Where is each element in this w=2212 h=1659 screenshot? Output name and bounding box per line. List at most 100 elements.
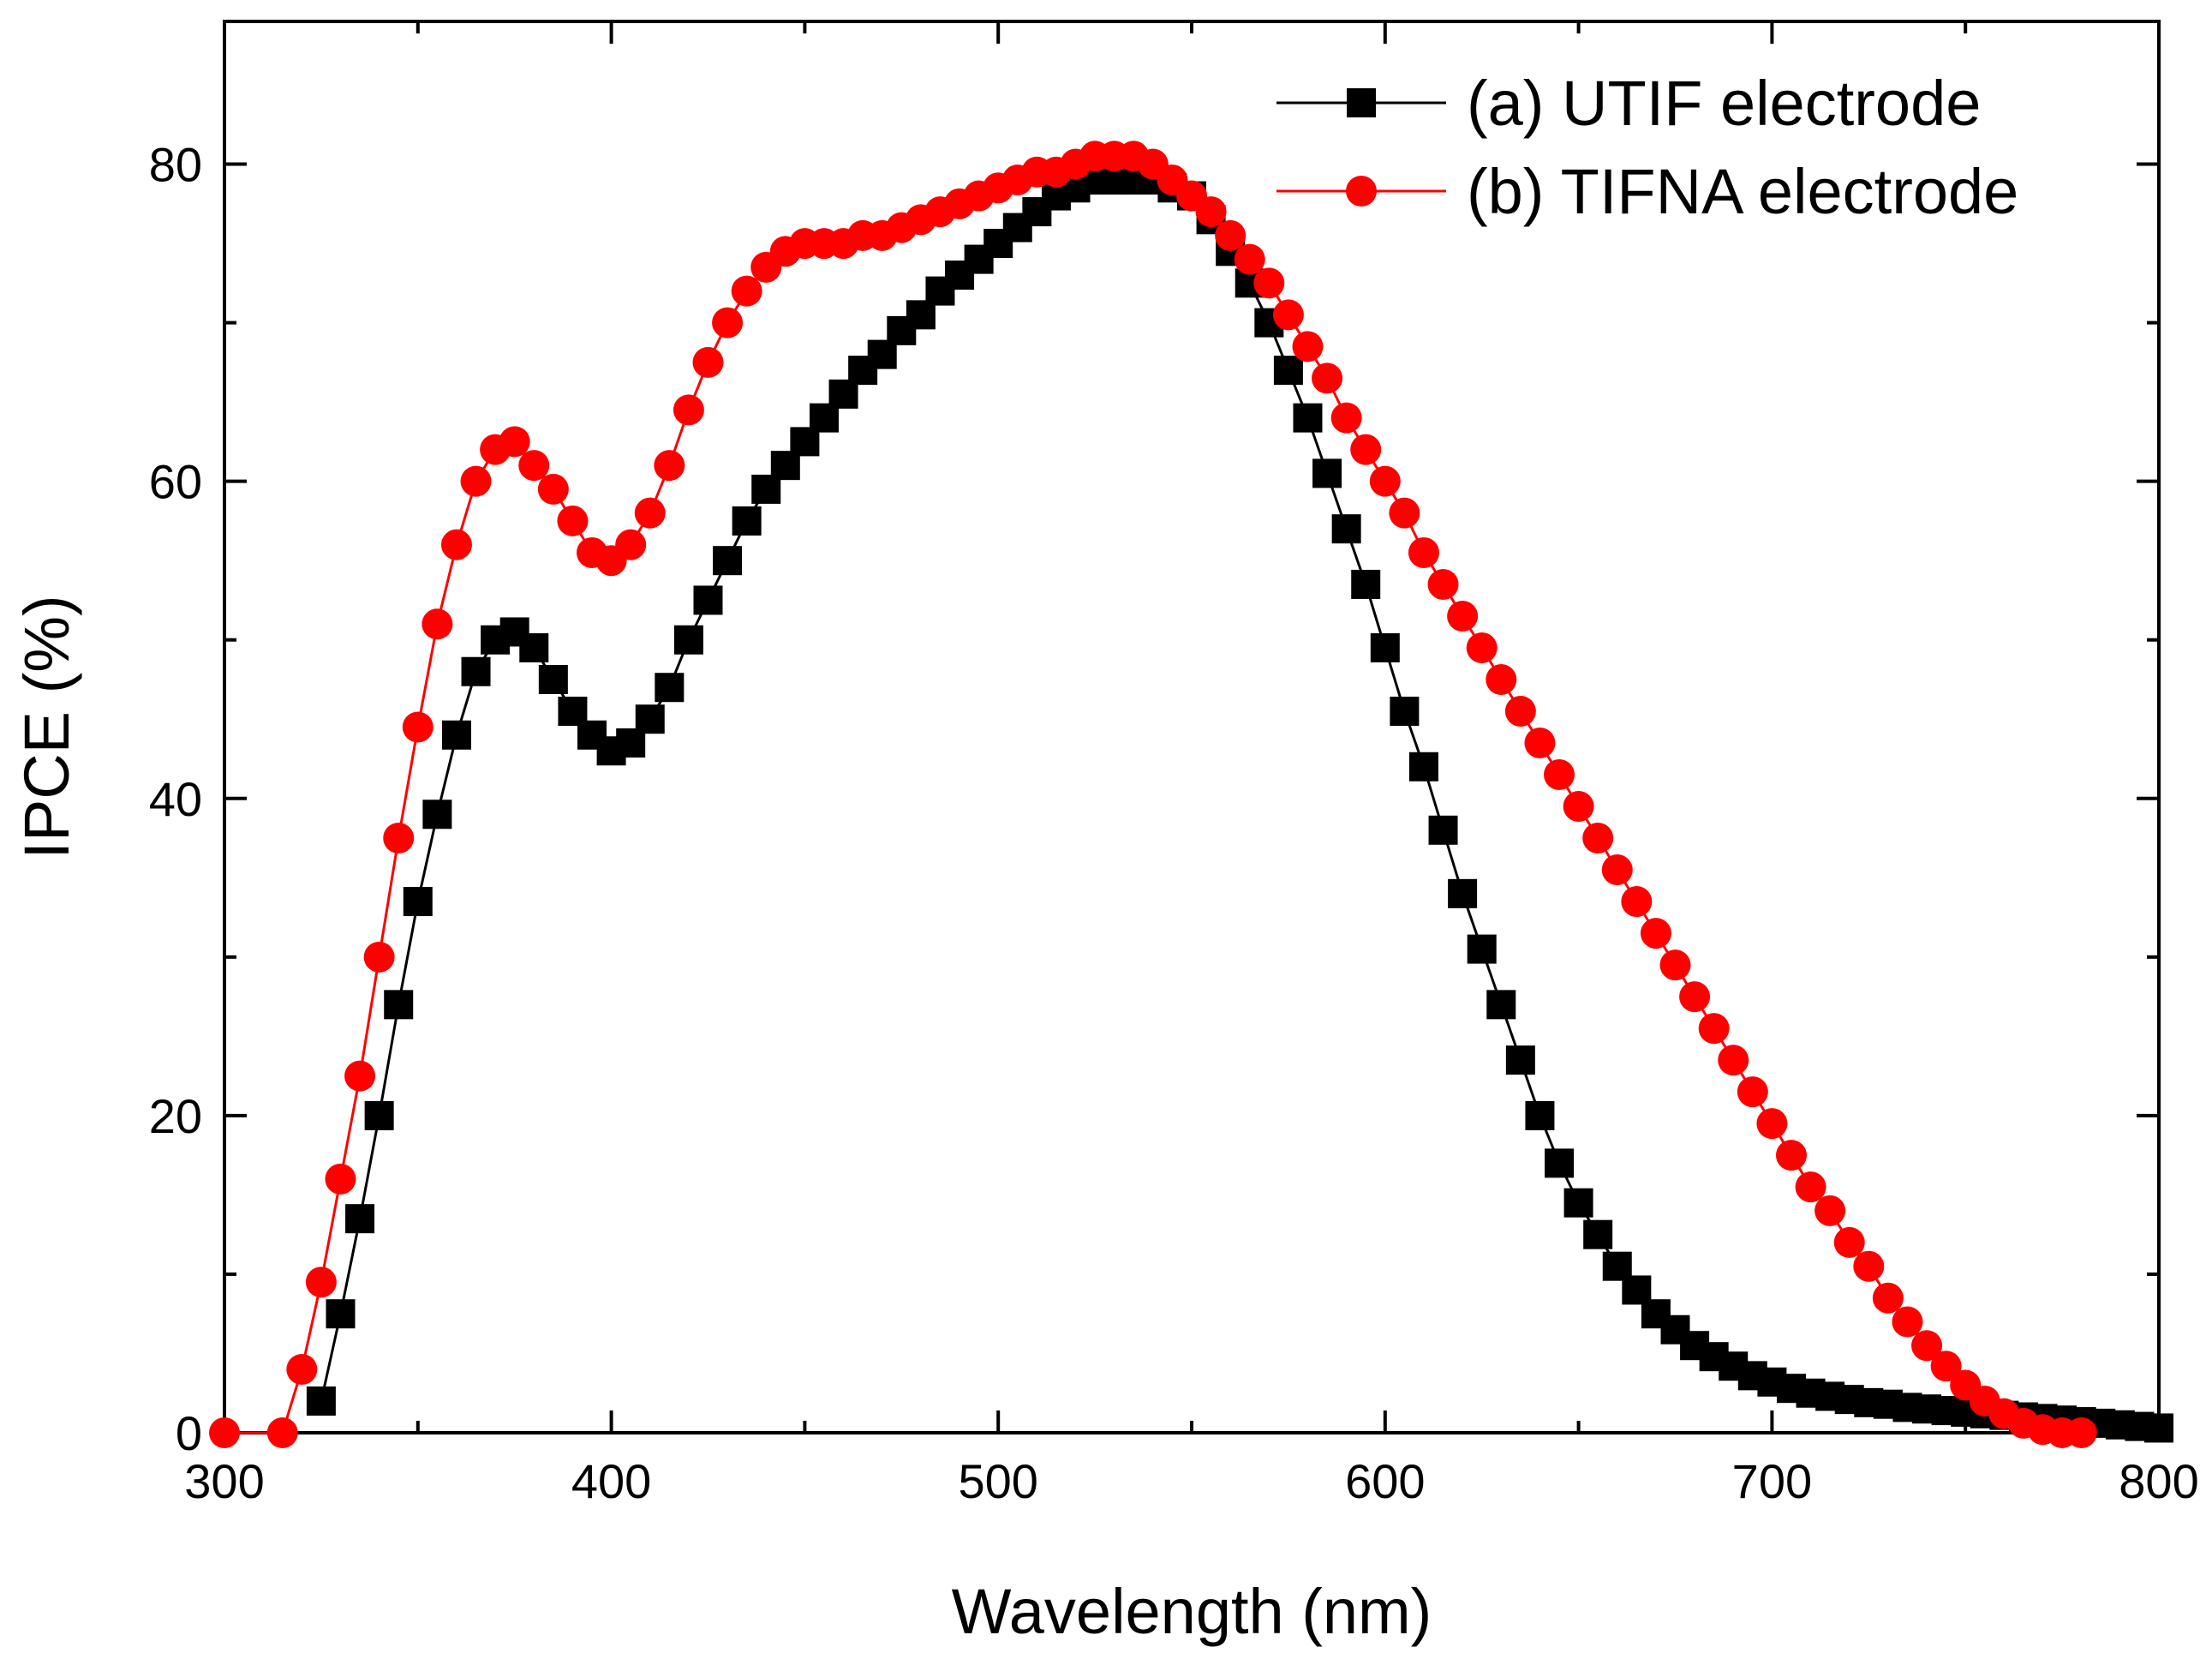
data-point [518, 450, 550, 482]
y-tick-label: 0 [176, 1406, 202, 1460]
data-point [326, 1299, 356, 1329]
y-tick-label: 40 [149, 772, 202, 826]
data-point [1369, 465, 1401, 497]
data-point [1698, 1013, 1730, 1045]
data-point [344, 1060, 376, 1092]
series-layer [209, 141, 2173, 1448]
data-point [1447, 600, 1479, 632]
series-utif [306, 165, 2173, 1443]
legend-item: (b) TIFNA electrode [1276, 156, 2018, 227]
data-point [673, 394, 704, 426]
data-point [1853, 1250, 1885, 1282]
data-point [1582, 823, 1614, 854]
data-point [519, 632, 549, 662]
data-point [537, 473, 569, 505]
legend-label: (b) TIFNA electrode [1467, 156, 2018, 227]
data-point [461, 656, 491, 686]
data-point [422, 800, 452, 830]
data-point [655, 673, 685, 703]
data-point [1756, 1108, 1788, 1140]
legend-item: (a) UTIF electrode [1276, 68, 1981, 139]
data-point [1911, 1330, 1943, 1362]
data-point [325, 1163, 356, 1195]
data-point [1331, 514, 1361, 544]
data-point [441, 720, 471, 750]
data-point [1892, 1306, 1923, 1338]
data-point [1408, 536, 1439, 568]
data-point [402, 711, 433, 743]
data-point [1718, 1045, 1749, 1076]
data-point [305, 1267, 337, 1298]
data-point [1583, 1219, 1613, 1249]
data-point [712, 307, 744, 338]
data-point [1563, 791, 1594, 823]
data-point [1428, 815, 1458, 845]
data-point [403, 887, 433, 917]
plot-frame [223, 20, 2161, 1434]
data-point [384, 990, 414, 1020]
x-tick-label: 700 [1732, 1454, 1812, 1508]
x-tick-label: 500 [958, 1454, 1037, 1508]
data-point [440, 529, 472, 560]
data-point [383, 823, 415, 854]
data-point [1330, 402, 1362, 434]
data-point [286, 1353, 318, 1385]
x-tick-label: 800 [2119, 1454, 2198, 1508]
data-point [1312, 458, 1342, 488]
data-point [1775, 1140, 1807, 1171]
data-point [499, 426, 530, 458]
data-point [1351, 569, 1381, 599]
data-point [1389, 497, 1420, 529]
data-point [209, 1417, 240, 1448]
series-line [224, 154, 2082, 1434]
legend: (a) UTIF electrode (b) TIFNA electrode [1276, 68, 2018, 227]
data-point [1390, 696, 1420, 726]
data-point [1679, 981, 1711, 1013]
data-point [732, 506, 762, 536]
data-point [634, 497, 666, 529]
x-tick-label: 400 [571, 1454, 651, 1508]
data-point [538, 664, 568, 694]
data-point [1467, 934, 1497, 964]
data-point [615, 529, 647, 560]
data-point [693, 585, 723, 615]
data-point [692, 346, 724, 378]
data-point [1505, 1045, 1535, 1075]
data-point [673, 625, 703, 655]
y-axis-title: IPCE (%) [11, 595, 82, 859]
data-point [1601, 854, 1633, 886]
data-point [1872, 1282, 1904, 1314]
data-point [363, 941, 395, 973]
y-tick-label: 80 [149, 138, 202, 192]
data-point [460, 465, 492, 497]
data-point [1486, 663, 1517, 695]
data-point [421, 608, 453, 640]
data-point [1448, 878, 1478, 908]
data-point [2066, 1417, 2097, 1448]
data-point [1195, 196, 1227, 228]
data-point [1524, 728, 1556, 759]
data-point [306, 1386, 336, 1416]
data-point [1814, 1195, 1846, 1226]
legend-marker [1347, 88, 1376, 117]
data-point [1292, 331, 1324, 362]
data-point [1293, 403, 1323, 433]
series-tifna [209, 141, 2097, 1448]
data-point [635, 704, 665, 734]
data-point [1525, 1100, 1555, 1130]
data-point [731, 275, 762, 307]
data-point [557, 505, 589, 536]
plot-border [223, 20, 2161, 1434]
data-point [1408, 752, 1438, 782]
data-point [364, 1100, 394, 1130]
data-point [1544, 759, 1575, 791]
x-axis: 300 400 500 600 700 800 [184, 21, 2199, 1508]
series-line [320, 178, 2160, 1429]
data-point [1427, 568, 1459, 600]
data-point [266, 1417, 298, 1448]
data-point [1350, 434, 1382, 465]
data-point [1273, 356, 1303, 386]
data-point [2144, 1413, 2173, 1443]
data-point [1466, 632, 1498, 663]
